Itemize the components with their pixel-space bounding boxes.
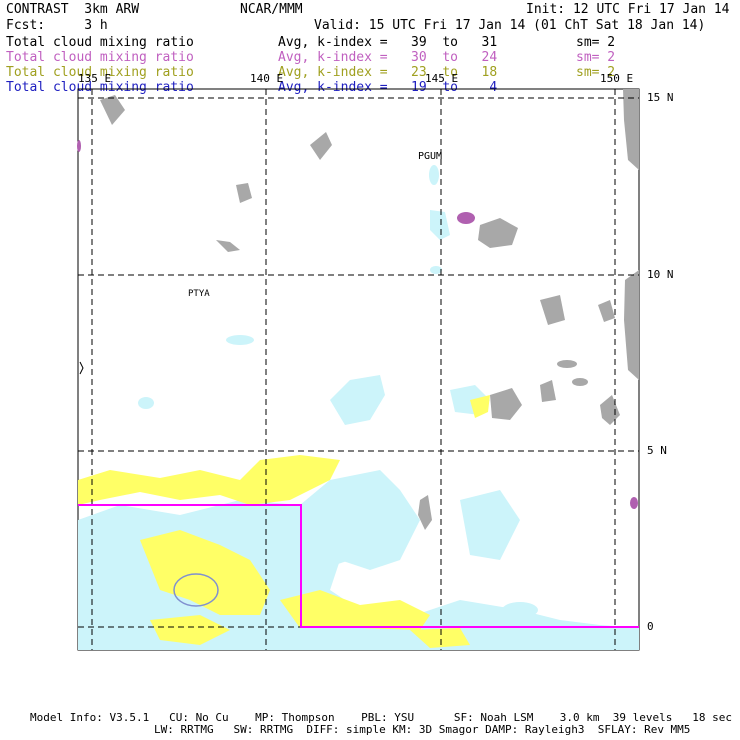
field-smooth: sm= 2 — [576, 50, 616, 65]
gray-cloud-layer — [100, 89, 639, 530]
inner-domain-outline — [78, 504, 639, 628]
physics-info: LW: RRTMG SW: RRTMG DIFF: simple KM: 3D … — [154, 723, 691, 736]
field-name: Total cloud mixing ratio — [6, 50, 194, 65]
station-label: PGUM — [418, 151, 443, 162]
field-smooth: sm= 2 — [576, 65, 616, 80]
field-stats: Avg, k-index = 30 to 24 — [278, 50, 498, 65]
center-label: NCAR/MMM — [240, 2, 303, 17]
field-name: Total cloud mixing ratio — [6, 35, 194, 50]
field-stats: Avg, k-index = 23 to 18 — [278, 65, 498, 80]
init-time: Init: 12 UTC Fri 17 Jan 14 — [526, 2, 730, 17]
lon-label: 145 E — [425, 72, 459, 85]
field-name: Total cloud mixing ratio — [6, 65, 194, 80]
field-smooth: sm= 2 — [576, 35, 616, 50]
forecast-hour: Fcst: 3 h — [6, 18, 108, 33]
yellow-cloud-layer — [78, 395, 490, 648]
lat-label: 5 N — [647, 444, 667, 457]
lat-lon-grid — [78, 89, 639, 650]
field-stats: Avg, k-index = 39 to 31 — [278, 35, 498, 50]
field-stats: Avg, k-index = 19 to 4 — [278, 80, 498, 95]
lon-label: 150 E — [600, 72, 634, 85]
lat-label: 15 N — [647, 91, 674, 104]
lon-label: 135 E — [78, 72, 112, 85]
model-info: Model Info: V3.5.1 CU: No Cu MP: Thompso… — [30, 711, 732, 724]
lat-label: 0 — [647, 620, 654, 633]
island-outline — [79, 361, 84, 375]
station-label: PTYA — [188, 289, 210, 299]
model-title: CONTRAST 3km ARW — [6, 2, 140, 17]
blue-contour — [173, 573, 219, 607]
purple-cloud-layer — [77, 140, 638, 509]
lat-label: 10 N — [647, 268, 674, 281]
valid-time: Valid: 15 UTC Fri 17 Jan 14 (01 ChT Sat … — [314, 18, 706, 33]
lon-label: 140 E — [250, 72, 284, 85]
field-name: Total cloud mixing ratio — [6, 80, 194, 95]
